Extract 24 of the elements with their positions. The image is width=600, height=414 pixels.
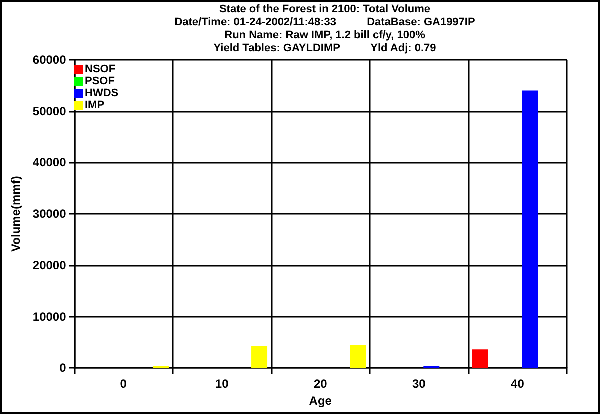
y-tick-label: 50000 xyxy=(32,104,67,118)
x-tick-label: 20 xyxy=(314,377,328,392)
y-tick-label: 10000 xyxy=(32,310,67,324)
x-axis-title: Age xyxy=(309,394,332,408)
bar xyxy=(252,346,268,368)
x-tick-label: 40 xyxy=(511,377,525,392)
legend-label: PSOF xyxy=(85,76,116,88)
y-tick-label: 30000 xyxy=(32,207,67,222)
bar xyxy=(350,344,366,368)
legend-label: NSOF xyxy=(85,64,116,76)
bar xyxy=(472,350,488,368)
x-tick-label: 0 xyxy=(120,377,128,392)
bar xyxy=(522,90,538,368)
y-tick-label: 60000 xyxy=(32,53,67,67)
x-tick-label: 30 xyxy=(412,377,426,392)
y-axis-title: Volume(mmf) xyxy=(9,176,23,252)
y-tick-label: 0 xyxy=(60,361,67,376)
legend-label: HWDS xyxy=(85,88,119,100)
chart-subtitle: Date/Time: 01-24-2002/11:48:33 DataBase: GA1997IP Run Name: Raw IMP, 1.2 bill cf/y, 100% Yield Tables: GAYLDIMP Yld Adj: 0.79 xyxy=(174,16,476,54)
x-tick-label: 10 xyxy=(215,377,230,392)
chart-title: State of the Forest in 2100: Total Volume xyxy=(219,4,431,16)
y-tick-label: 40000 xyxy=(32,156,67,170)
legend-label: IMP xyxy=(85,100,105,112)
y-tick-label: 20000 xyxy=(32,258,67,272)
